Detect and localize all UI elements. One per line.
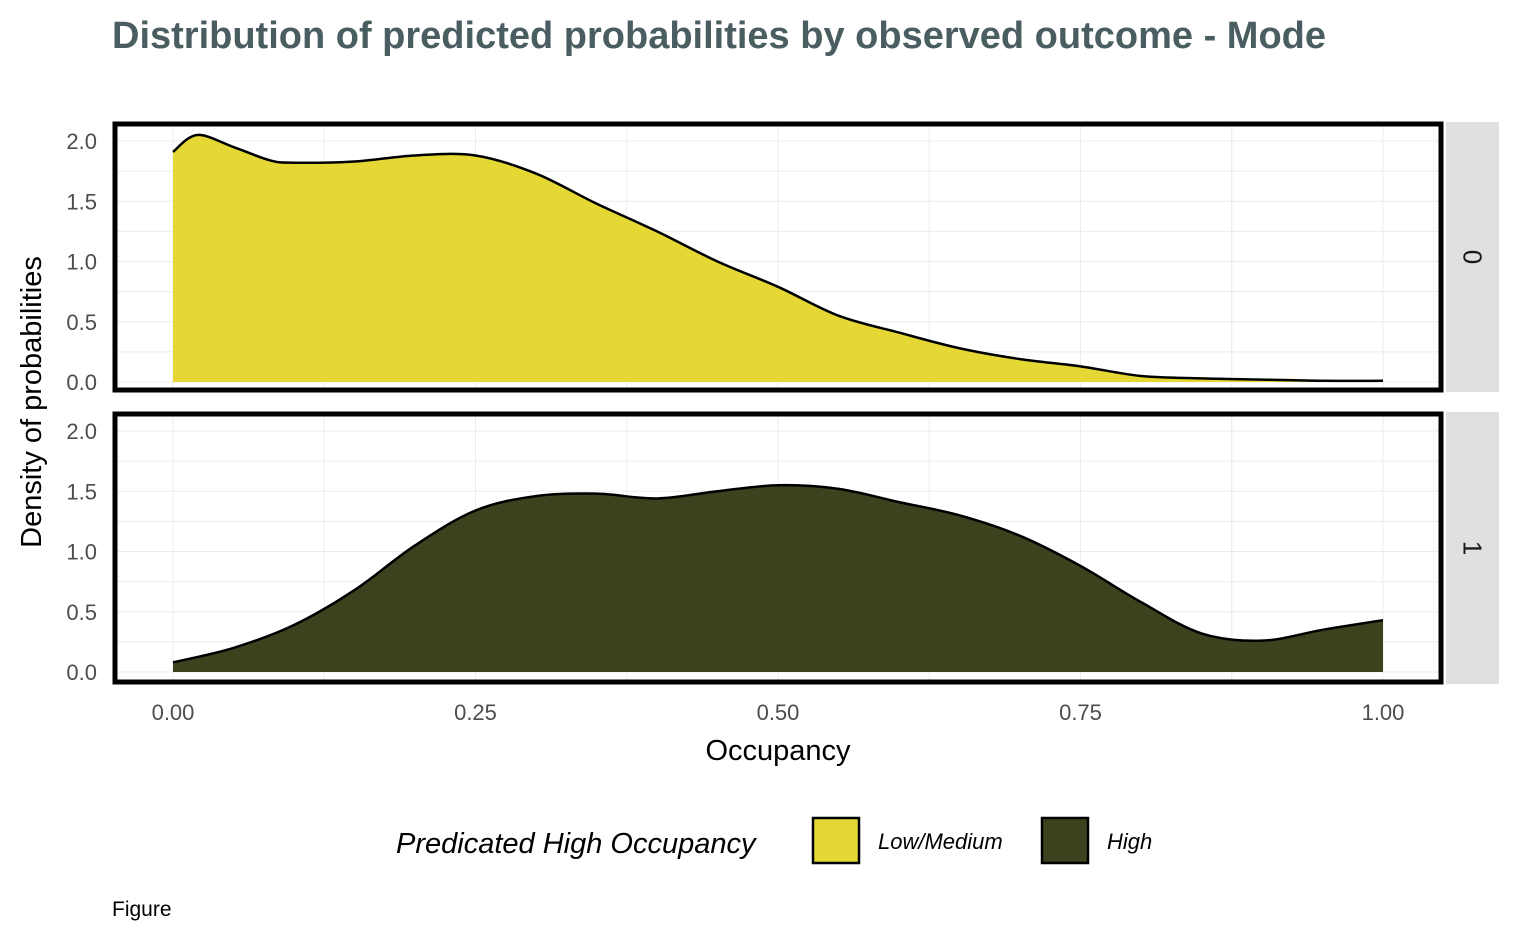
density-area-1 [173, 485, 1383, 672]
facet-panel-1: 0.0 0.5 1.0 1.5 2.0 1 [66, 411, 1499, 685]
density-area-0 [173, 134, 1383, 382]
legend: Predicated High Occupancy Low/Medium Hig… [396, 816, 1152, 865]
x-tick-label: 0.75 [1059, 700, 1102, 725]
y-tick-label: 0.5 [66, 600, 97, 625]
y-tick-label: 0.0 [66, 660, 97, 685]
figure-caption: Figure [112, 898, 172, 921]
density-line-1 [172, 483, 1384, 664]
y-tick-label: 2.0 [66, 419, 97, 444]
legend-title: Predicated High Occupancy [396, 828, 757, 860]
panel-border [112, 411, 1444, 685]
x-tick-label: 0.50 [757, 700, 800, 725]
facet-strip [1446, 412, 1499, 684]
legend-key-high [1040, 816, 1090, 865]
facet-panel-0: 0.0 0.5 1.0 1.5 2.0 0 [66, 121, 1499, 395]
x-axis: 0.00 0.25 0.50 0.75 1.00 [152, 700, 1405, 725]
facet-strip-label: 0 [1458, 250, 1488, 264]
y-tick-label: 2.0 [66, 129, 97, 154]
y-tick-label: 1.0 [66, 250, 97, 275]
legend-key-low-medium [811, 816, 861, 865]
legend-label-high: High [1107, 829, 1152, 854]
density-line-0 [172, 133, 1384, 383]
x-axis-title: Occupancy [705, 735, 851, 767]
y-tick-label: 1.5 [66, 479, 97, 504]
x-tick-label: 1.00 [1362, 700, 1405, 725]
chart-title: Distribution of predicted probabilities … [112, 15, 1326, 57]
facet-strip-label: 1 [1458, 541, 1488, 555]
facet-strip [1446, 122, 1499, 392]
legend-label-low-medium: Low/Medium [878, 829, 1003, 854]
y-tick-label: 0.5 [66, 310, 97, 335]
y-tick-label: 0.0 [66, 370, 97, 395]
x-tick-label: 0.25 [454, 700, 497, 725]
panel-border [112, 121, 1444, 393]
y-tick-label: 1.0 [66, 540, 97, 565]
y-axis-title: Density of probabilities [16, 256, 48, 548]
y-tick-label: 1.5 [66, 189, 97, 214]
x-tick-label: 0.00 [152, 700, 195, 725]
